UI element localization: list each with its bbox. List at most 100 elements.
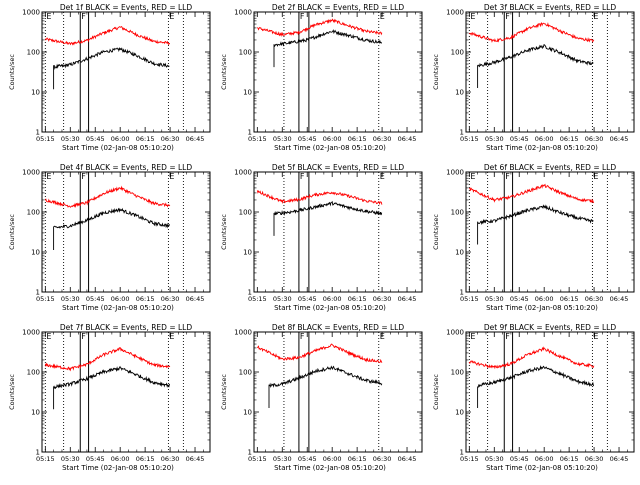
series-line-events: [268, 365, 383, 408]
x-tick-label: 06:30: [585, 135, 604, 143]
x-tick-label: 06:15: [136, 135, 155, 143]
y-tick-label: 1000: [446, 169, 464, 177]
y-tick-label: 1: [460, 449, 464, 457]
x-tick-label: 06:30: [373, 295, 392, 303]
series-line-lld: [257, 18, 383, 38]
time-marker-label: E: [169, 332, 174, 341]
series-line-events: [53, 46, 170, 90]
y-tick-label: 10: [31, 249, 40, 257]
y-tick-label: 1000: [234, 169, 252, 177]
series-line-events: [273, 200, 383, 236]
x-tick-label: 06:45: [610, 455, 629, 463]
y-tick-label: 100: [451, 49, 464, 57]
y-axis-label: Counts/sec: [8, 374, 16, 410]
x-axis-label: Start Time (02-Jan-08 05:10:20): [486, 304, 598, 312]
time-marker-label: E: [46, 332, 51, 341]
x-tick-label: 05:15: [36, 295, 55, 303]
time-marker-label: E: [593, 12, 598, 21]
x-tick-label: 06:30: [373, 455, 392, 463]
series-line-events: [53, 207, 170, 250]
y-tick-label: 1000: [22, 9, 40, 17]
y-tick-label: 1: [36, 289, 40, 297]
time-marker-label: E: [593, 332, 598, 341]
chart-title: Det 4f BLACK = Events, RED = LLD: [60, 163, 193, 172]
y-tick-label: 10: [31, 89, 40, 97]
series-line-lld: [44, 347, 171, 372]
x-tick-label: 05:45: [510, 455, 529, 463]
y-tick-label: 100: [451, 369, 464, 377]
y-axis-label: Counts/sec: [432, 374, 440, 410]
x-tick-label: 05:30: [485, 455, 504, 463]
y-tick-label: 1000: [446, 9, 464, 17]
x-tick-label: 06:15: [560, 135, 579, 143]
x-tick-label: 05:45: [298, 295, 317, 303]
x-tick-label: 05:45: [86, 455, 105, 463]
x-axis-label: Start Time (02-Jan-08 05:10:20): [486, 464, 598, 472]
chart-panel-5: Det 5f BLACK = Events, RED = LLD Counts/s…: [220, 163, 423, 312]
x-tick-label: 06:00: [111, 455, 130, 463]
series-line-lld: [44, 25, 170, 46]
time-marker-label: E: [470, 12, 475, 21]
time-marker-label: F: [505, 12, 510, 21]
x-tick-label: 05:30: [273, 135, 292, 143]
time-marker-label: E: [169, 172, 174, 181]
series-line-lld: [256, 190, 383, 205]
chart-title: Det 9f BLACK = Events, RED = LLD: [484, 323, 617, 332]
time-marker-label: F: [300, 12, 305, 21]
y-tick-label: 1000: [22, 169, 40, 177]
x-axis-label: Start Time (02-Jan-08 05:10:20): [62, 464, 174, 472]
y-tick-label: 10: [455, 409, 464, 417]
x-tick-label: 05:45: [510, 295, 529, 303]
x-tick-label: 05:15: [248, 295, 267, 303]
y-tick-label: 1000: [446, 329, 464, 337]
time-marker-label: E: [380, 332, 385, 341]
plot-frame: [253, 331, 423, 453]
chart-title: Det 3f BLACK = Events, RED = LLD: [484, 3, 617, 12]
x-tick-label: 06:45: [398, 135, 417, 143]
x-tick-label: 06:30: [161, 295, 180, 303]
x-tick-label: 06:15: [136, 455, 155, 463]
x-tick-label: 06:00: [323, 455, 342, 463]
chart-title: Det 6f BLACK = Events, RED = LLD: [484, 163, 617, 172]
time-marker-label: E: [46, 12, 51, 21]
x-axis-label: Start Time (02-Jan-08 05:10:20): [274, 304, 386, 312]
series-line-lld: [44, 185, 171, 209]
time-marker-label: E: [169, 12, 174, 21]
x-tick-label: 06:30: [373, 135, 392, 143]
x-tick-label: 05:45: [86, 135, 105, 143]
plot-frame: [41, 11, 211, 133]
y-axis-label: Counts/sec: [220, 54, 228, 90]
chart-title: Det 8f BLACK = Events, RED = LLD: [272, 323, 405, 332]
series-line-events: [273, 29, 383, 68]
x-tick-label: 05:45: [510, 135, 529, 143]
y-axis-label: Counts/sec: [8, 54, 16, 90]
x-tick-label: 06:30: [585, 455, 604, 463]
x-axis-label: Start Time (02-Jan-08 05:10:20): [486, 144, 598, 152]
y-tick-label: 10: [455, 89, 464, 97]
plot-frame: [253, 11, 423, 133]
chart-title: Det 1f BLACK = Events, RED = LLD: [60, 3, 193, 12]
chart-panel-9: Det 9f BLACK = Events, RED = LLD Counts/s…: [432, 323, 635, 472]
x-tick-label: 05:15: [248, 455, 267, 463]
x-tick-label: 06:15: [348, 295, 367, 303]
chart-panel-1: Det 1f BLACK = Events, RED = LLD Counts/s…: [8, 3, 211, 152]
x-tick-label: 06:00: [323, 295, 342, 303]
y-tick-label: 1000: [234, 9, 252, 17]
y-tick-label: 1: [36, 129, 40, 137]
x-tick-label: 05:30: [485, 135, 504, 143]
x-tick-label: 06:45: [610, 135, 629, 143]
y-tick-label: 1: [460, 289, 464, 297]
x-axis-label: Start Time (02-Jan-08 05:10:20): [62, 304, 174, 312]
x-tick-label: 06:15: [560, 295, 579, 303]
y-tick-label: 10: [455, 249, 464, 257]
x-tick-label: 06:00: [535, 455, 554, 463]
chart-title: Det 7f BLACK = Events, RED = LLD: [60, 323, 193, 332]
time-marker-label: E: [470, 172, 475, 181]
time-marker-label: F: [505, 172, 510, 181]
y-axis-label: Counts/sec: [432, 214, 440, 250]
x-tick-label: 05:30: [485, 295, 504, 303]
x-tick-label: 06:45: [186, 455, 205, 463]
chart-panel-4: Det 4f BLACK = Events, RED = LLD Counts/s…: [8, 163, 211, 312]
plot-frame: [465, 11, 635, 133]
